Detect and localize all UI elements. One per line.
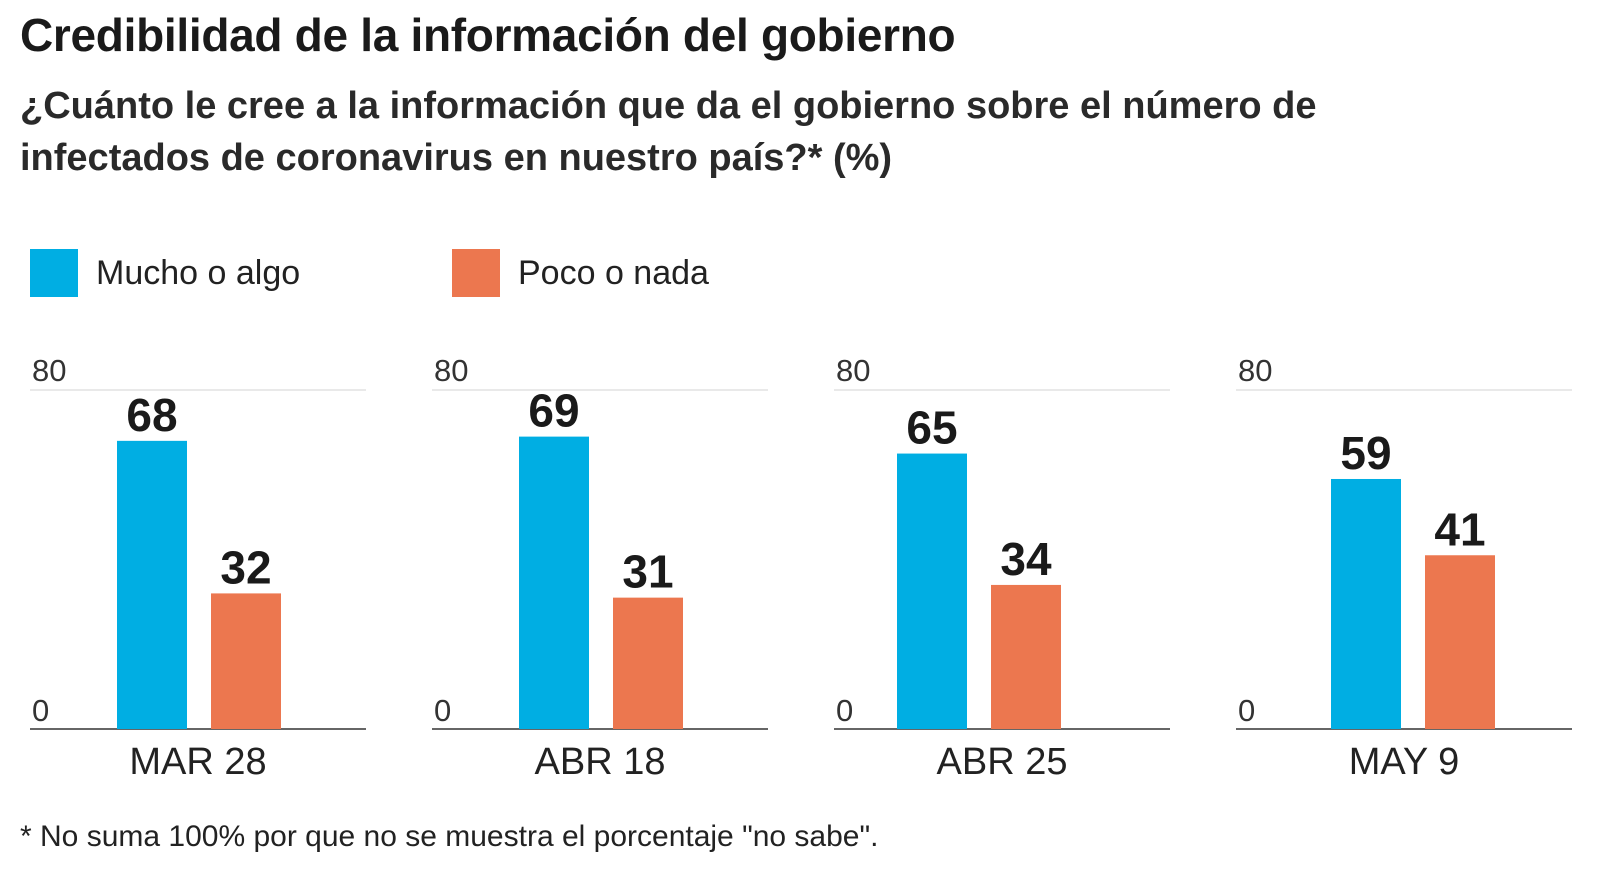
data-label-mucho-o-algo-abr-25: 65 [906,402,957,454]
legend-swatch-mucho-o-algo [30,249,78,297]
bar-poco-o-nada-abr-25 [991,584,1061,729]
bar-chart: 80 0 68 32 MAR 28 80 0 69 31 ABR 18 80 0 65 34 ABR 25 8… [30,353,1572,783]
y-tick-label-max-mar-28: 80 [32,353,66,388]
bar-mucho-o-algo-abr-25 [897,453,967,729]
y-tick-label-max-abr-25: 80 [836,353,870,388]
chart-subtitle: ¿Cuánto le cree a la información que da … [20,85,1317,179]
bar-mucho-o-algo-may-9 [1331,478,1401,729]
bar-mucho-o-algo-abr-18 [519,436,589,729]
legend-label-mucho-o-algo: Mucho o algo [96,253,301,292]
y-tick-label-zero-abr-18: 0 [434,693,451,728]
chart-title: Credibilidad de la información del gobie… [20,9,956,61]
x-category-label-mar-28: MAR 28 [129,741,266,783]
y-tick-label-zero-mar-28: 0 [32,693,49,728]
x-category-label-may-9: MAY 9 [1349,741,1460,783]
data-label-poco-o-nada-abr-25: 34 [1000,533,1052,585]
bar-mucho-o-algo-mar-28 [117,440,187,729]
bar-poco-o-nada-abr-18 [613,597,683,729]
legend-label-poco-o-nada: Poco o nada [518,253,709,292]
data-label-poco-o-nada-abr-18: 31 [622,546,673,598]
y-tick-label-zero-abr-25: 0 [836,693,853,728]
x-category-label-abr-25: ABR 25 [937,741,1068,783]
data-label-poco-o-nada-may-9: 41 [1434,503,1485,555]
legend-swatch-poco-o-nada [452,249,500,297]
x-category-label-abr-18: ABR 18 [535,741,666,783]
y-tick-label-max-may-9: 80 [1238,353,1272,388]
footnote: * No suma 100% por que no se muestra el … [20,820,879,853]
data-label-mucho-o-algo-mar-28: 68 [126,389,177,441]
bar-poco-o-nada-may-9 [1425,555,1495,729]
legend-item-mucho-o-algo: Mucho o algo [30,248,300,298]
legend-item-poco-o-nada: Poco o nada [452,248,709,298]
data-label-poco-o-nada-mar-28: 32 [220,541,271,593]
data-label-mucho-o-algo-may-9: 59 [1340,427,1391,479]
y-tick-label-zero-may-9: 0 [1238,693,1255,728]
data-label-mucho-o-algo-abr-18: 69 [528,385,579,437]
y-tick-label-max-abr-18: 80 [434,353,468,388]
bar-poco-o-nada-mar-28 [211,593,281,729]
